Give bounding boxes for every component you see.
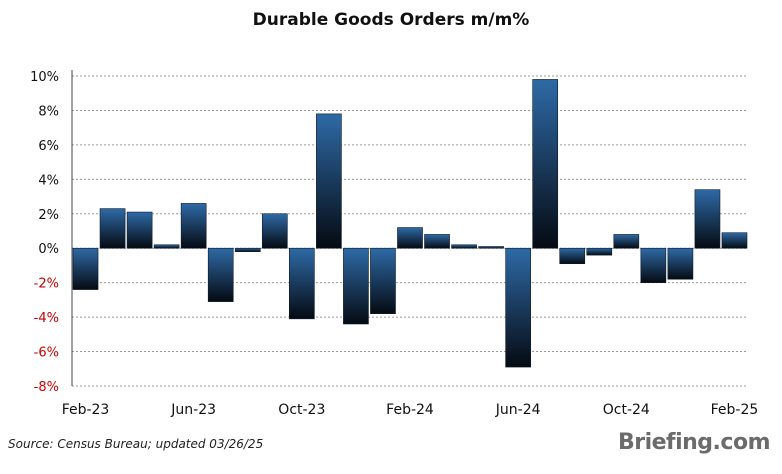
bar-jul-24 <box>532 79 559 249</box>
chart-title: Durable Goods Orders m/m% <box>252 10 530 30</box>
bar-aug-23 <box>234 247 261 252</box>
y-tick-label: 6% <box>38 139 59 154</box>
x-tick-label: Jun-23 <box>170 402 216 418</box>
bar-oct-23 <box>289 247 315 320</box>
bar-jun-23 <box>180 203 207 249</box>
bar-nov-24 <box>640 247 667 283</box>
y-tick-label: -8% <box>34 380 59 395</box>
bar-may-23 <box>153 244 180 249</box>
bar-dec-24 <box>667 247 694 280</box>
source-note: Source: Census Bureau; updated 03/26/25 <box>8 437 264 451</box>
bar-nov-23 <box>316 113 342 249</box>
y-tick-label: 2% <box>38 208 59 223</box>
bar-feb-25 <box>721 232 748 249</box>
bar-aug-24 <box>559 247 586 265</box>
bar-jun-24 <box>505 247 531 368</box>
bar-sep-24 <box>586 247 613 256</box>
axes: 10% 8% 6% 4% 2% 0% -2% -4% -6% -8%Feb-23 Jun-23 Oct… <box>30 70 758 418</box>
bar-dec-23 <box>343 247 369 325</box>
y-tick-label: -2% <box>34 277 59 292</box>
x-tick-label: Feb-25 <box>711 402 759 418</box>
y-tick-label: -4% <box>34 311 59 326</box>
brand-logo: Briefing.com <box>617 430 771 455</box>
bar-jan-24 <box>370 247 396 314</box>
bar-jul-23 <box>207 247 234 302</box>
bar-sep-23 <box>261 213 288 249</box>
bar-oct-24 <box>613 234 640 249</box>
bar-apr-23 <box>126 211 153 249</box>
x-tick-label: Oct-23 <box>278 402 325 418</box>
x-tick-label: Jun-24 <box>495 402 541 418</box>
x-tick-label: Feb-24 <box>386 402 434 418</box>
bar-mar-24 <box>424 234 450 249</box>
bar-feb-24 <box>397 227 423 249</box>
y-tick-label: 8% <box>38 104 59 119</box>
y-tick-label: 0% <box>38 242 59 257</box>
x-tick-label: Oct-24 <box>603 402 650 418</box>
bar-apr-24 <box>451 244 477 249</box>
bar-may-24 <box>478 246 504 249</box>
y-tick-label: -6% <box>34 346 59 361</box>
y-tick-label: 10% <box>30 70 59 85</box>
bar-jan-25 <box>694 189 721 249</box>
y-tick-label: 4% <box>38 173 59 188</box>
bar-mar-23 <box>99 208 126 249</box>
bar-feb-23 <box>72 247 99 290</box>
bars <box>72 79 748 368</box>
x-tick-label: Feb-23 <box>62 402 110 418</box>
